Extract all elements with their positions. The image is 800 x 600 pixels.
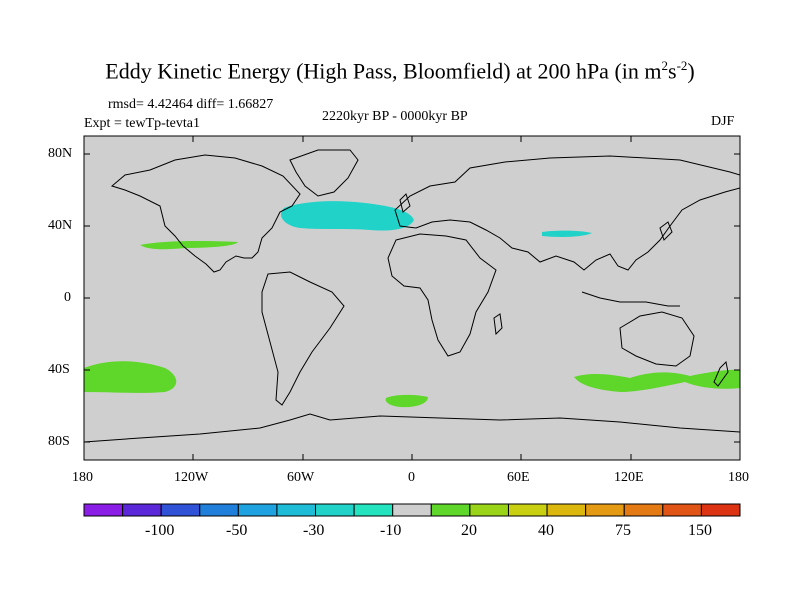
colorbar-swatch <box>469 503 509 517</box>
coastlines <box>84 149 740 443</box>
y-label-80n: 80N <box>48 146 73 161</box>
colorbar-swatch <box>83 503 124 517</box>
south-pacific-positive-region <box>84 361 177 393</box>
chart-title: Eddy Kinetic Energy (High Pass, Bloomfie… <box>105 58 695 84</box>
colorbar-swatch <box>700 503 741 517</box>
north-atlantic-negative-region <box>281 201 414 231</box>
colorbar-swatch <box>237 503 278 517</box>
colorbar-swatch <box>122 503 162 517</box>
africa-coast <box>387 233 497 357</box>
europe-asia-coast <box>394 155 740 271</box>
indonesia-coast <box>581 291 680 307</box>
colorbar-label-minus50: -50 <box>226 522 248 539</box>
colorbar-label-150: 150 <box>688 522 712 539</box>
x-label-60w: 60W <box>287 470 315 485</box>
japan-coast <box>659 221 673 241</box>
colorbar-swatch <box>507 503 548 517</box>
greenland-coast <box>289 149 359 197</box>
y-label-80s: 80S <box>48 434 70 449</box>
y-label-40s: 40S <box>48 362 70 377</box>
y-label-0: 0 <box>64 290 71 305</box>
australia-coast <box>619 311 695 367</box>
colorbar-label-20: 20 <box>461 522 477 539</box>
southern-indian-ocean-positive-region <box>574 369 740 392</box>
x-label-120w: 120W <box>174 470 209 485</box>
colorbar-swatch <box>392 503 432 517</box>
x-label-180w: 180 <box>72 470 93 485</box>
antarctica-coast <box>84 413 740 443</box>
colorbar-label-minus30: -30 <box>303 522 325 539</box>
madagascar-coast <box>493 313 503 336</box>
colorbar-swatch <box>276 503 317 517</box>
x-label-0: 0 <box>408 470 415 485</box>
colorbar-swatch <box>623 503 664 517</box>
colorbar-swatch <box>430 503 471 517</box>
x-label-60e: 60E <box>507 470 530 485</box>
north-america-coast <box>110 154 301 273</box>
y-label-40n: 40N <box>48 218 73 233</box>
colorbar-swatch <box>585 503 625 517</box>
south-atlantic-positive-region <box>385 394 428 408</box>
x-label-180e: 180 <box>728 470 749 485</box>
colorbar-swatch <box>315 503 355 517</box>
colorbar-swatch <box>546 503 587 517</box>
season-label: DJF <box>711 114 735 129</box>
uk-coast <box>399 193 411 213</box>
colorbar-swatch <box>199 503 239 517</box>
x-label-120e: 120E <box>614 470 644 485</box>
colorbar-swatch <box>662 503 702 517</box>
central-asia-negative-region <box>542 230 592 237</box>
colorbar-label-40: 40 <box>538 522 554 539</box>
colorbar-swatch <box>353 503 394 517</box>
stats-label: rmsd= 4.42464 diff= 1.66827 <box>108 97 274 112</box>
experiment-label: Expt = tewTp-tevta1 <box>84 116 200 131</box>
colorbar-swatch <box>160 503 201 517</box>
north-pacific-positive-region <box>140 241 238 250</box>
axis-ticks <box>84 136 740 460</box>
new-zealand-coast <box>713 360 729 387</box>
colorbar-label-minus100: -100 <box>145 522 175 539</box>
colorbar-label-minus10: -10 <box>380 522 402 539</box>
colorbar-label-75: 75 <box>615 522 631 539</box>
period-label: 2220kyr BP - 0000kyr BP <box>322 109 468 124</box>
south-america-coast <box>261 271 345 406</box>
